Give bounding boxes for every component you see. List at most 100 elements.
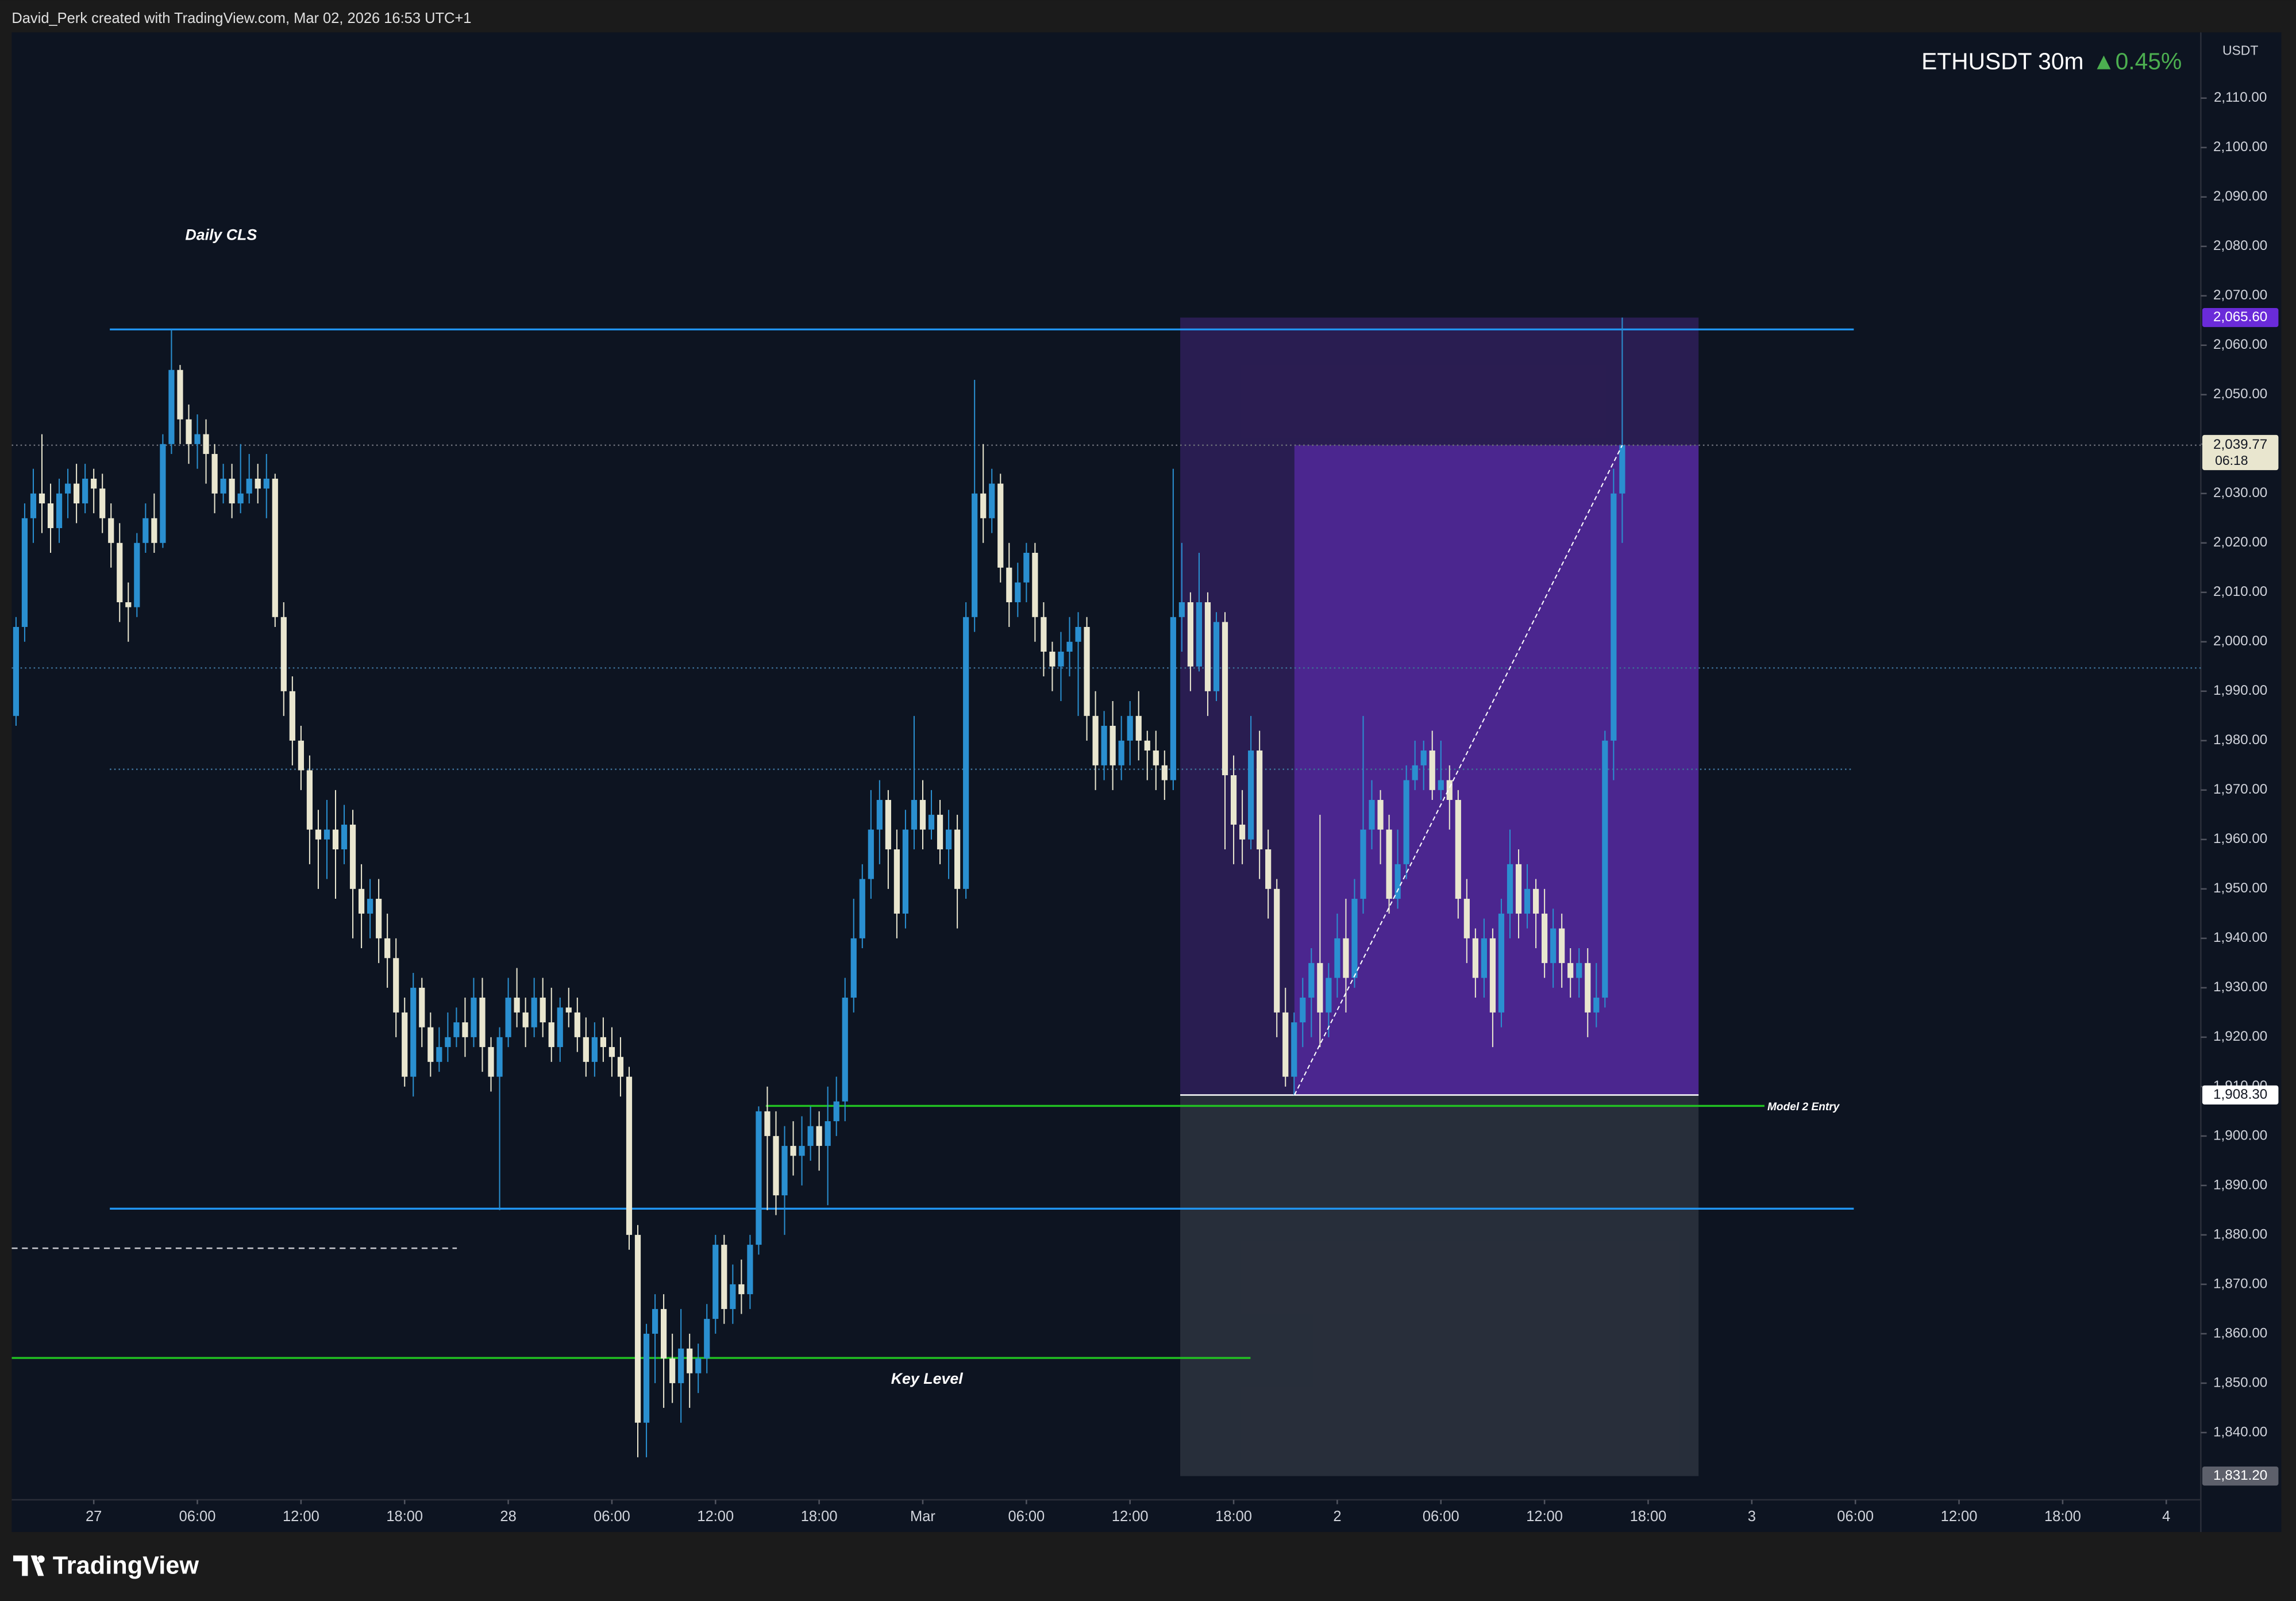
candle-body <box>1507 864 1513 914</box>
candle-body <box>74 483 80 503</box>
candle-body <box>1170 617 1176 780</box>
candle-body <box>99 488 106 518</box>
candle-body <box>565 1007 572 1013</box>
candle-body <box>1412 765 1418 780</box>
candle-body <box>211 453 218 494</box>
candle-body <box>842 998 848 1102</box>
y-tick-label: 2,030.00 <box>2213 485 2267 501</box>
y-tick-label: 2,000.00 <box>2213 633 2267 649</box>
candle-body <box>30 493 37 518</box>
y-tick-label: 1,840.00 <box>2213 1424 2267 1440</box>
candle-body <box>453 1022 460 1037</box>
candle-body <box>1326 977 1332 1013</box>
y-tick-label: 1,960.00 <box>2213 831 2267 846</box>
candle-body <box>1257 751 1263 850</box>
candle-body <box>1084 626 1090 716</box>
candle-body <box>142 518 149 543</box>
candle-body <box>177 370 183 420</box>
candle-body <box>1343 938 1349 978</box>
candle-body <box>790 1146 796 1156</box>
candle-body <box>1178 602 1185 617</box>
candle-body <box>1308 963 1315 998</box>
candle-body <box>799 1146 805 1156</box>
candle-body <box>1032 552 1038 617</box>
candle-body <box>695 1358 702 1373</box>
y-tick-label: 1,970.00 <box>2213 782 2267 797</box>
candle-body <box>272 478 278 617</box>
candle-body <box>1481 938 1488 978</box>
candle-body <box>1576 963 1582 978</box>
price-badge <box>2202 308 2279 328</box>
candle-body <box>168 370 175 444</box>
candle-body <box>203 434 209 454</box>
candle-body <box>1127 715 1133 741</box>
candle-body <box>1248 751 1254 840</box>
candle-body <box>1369 800 1375 830</box>
candle-body <box>1092 715 1099 765</box>
candle-body <box>600 1037 607 1048</box>
credit: David_Perk created with TradingView.com,… <box>11 10 471 26</box>
candle-body <box>781 1146 788 1196</box>
candle-body <box>64 483 71 494</box>
x-tick-label: 18:00 <box>2044 1508 2081 1525</box>
candle-body <box>1058 652 1064 667</box>
x-tick-label: 3 <box>1748 1508 1756 1525</box>
candle-body <box>1196 602 1203 667</box>
candle-body <box>643 1333 650 1423</box>
candle-body <box>315 829 322 840</box>
y-tick-label: 1,990.00 <box>2213 683 2267 698</box>
candle-body <box>1274 888 1280 1013</box>
candle-body <box>1602 740 1608 998</box>
y-tick-label: 2,080.00 <box>2213 238 2267 253</box>
price-axis <box>2201 32 2282 1532</box>
candle-body <box>1239 825 1246 840</box>
candle-body <box>38 493 45 503</box>
y-tick-label: 1,890.00 <box>2213 1177 2267 1192</box>
candle-body <box>56 493 63 528</box>
y-tick-label: 1,920.00 <box>2213 1029 2267 1044</box>
candle-body <box>704 1319 710 1358</box>
candle-body <box>462 1022 468 1037</box>
profit-fill <box>1294 445 1699 1095</box>
candle-body <box>1498 913 1505 1013</box>
x-tick-label: 28 <box>500 1508 516 1525</box>
x-tick-label: 06:00 <box>1423 1508 1459 1525</box>
candle-body <box>1144 740 1150 751</box>
plot-area <box>11 32 2201 1500</box>
candle-body <box>125 602 132 607</box>
x-tick-label: 12:00 <box>697 1508 734 1525</box>
candle-body <box>246 478 252 494</box>
candle-body <box>893 849 900 914</box>
candle-body <box>229 478 235 503</box>
candle-body <box>825 1121 831 1146</box>
candle-body <box>557 1007 563 1048</box>
brand-logo <box>13 1555 45 1576</box>
x-tick-label: 12:00 <box>1526 1508 1563 1525</box>
candle-body <box>1515 864 1522 914</box>
y-tick-label: 2,090.00 <box>2213 188 2267 204</box>
candle-body <box>1041 617 1047 652</box>
price-badge <box>2202 1467 2279 1486</box>
candle-body <box>488 1047 494 1077</box>
candle-body <box>1585 963 1591 1013</box>
candle-body <box>393 958 399 1013</box>
candle-body <box>1489 938 1496 1013</box>
y-tick-label: 2,020.00 <box>2213 534 2267 550</box>
candle-body <box>1222 622 1228 776</box>
candle-body <box>237 493 244 503</box>
candle-body <box>349 825 356 889</box>
candle-body <box>1187 602 1194 667</box>
price-badge-label: 2,065.60 <box>2213 309 2267 325</box>
candle-body <box>1567 963 1574 978</box>
candle-body <box>919 800 926 830</box>
y-tick-label: 1,950.00 <box>2213 880 2267 896</box>
candle-body <box>608 1047 615 1057</box>
candle-body <box>358 888 365 914</box>
candle-body <box>220 478 226 494</box>
candle-body <box>773 1136 779 1196</box>
candle-body <box>1282 1012 1289 1077</box>
x-tick-label: 12:00 <box>1112 1508 1149 1525</box>
candle-body <box>1118 740 1124 765</box>
candle-body <box>1066 641 1073 652</box>
candle-body <box>323 829 330 840</box>
